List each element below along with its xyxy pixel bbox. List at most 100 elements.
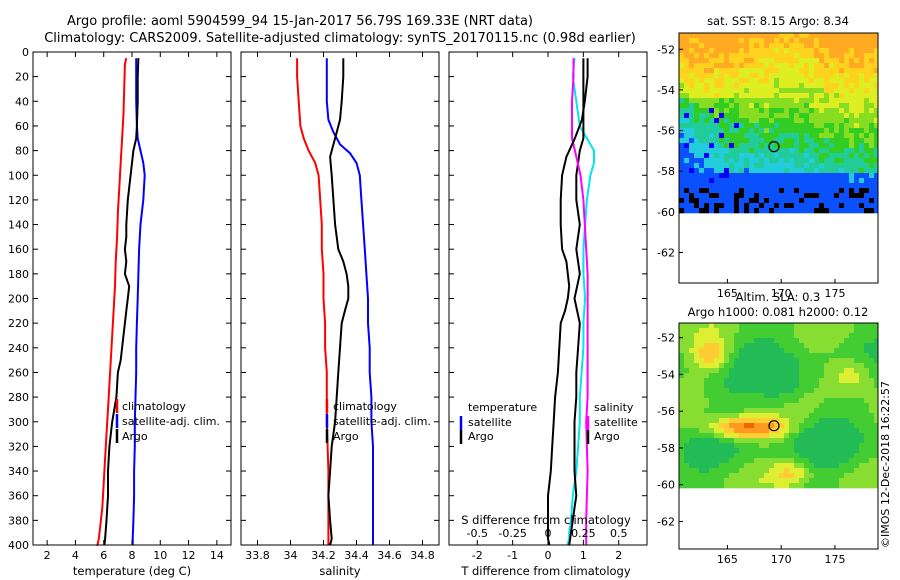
heatmap-cell <box>699 418 705 424</box>
heatmap-cell <box>869 48 875 54</box>
heatmap-cell <box>694 143 700 149</box>
heatmap-cell <box>759 383 765 389</box>
heatmap-cell <box>714 443 720 449</box>
heatmap-cell <box>729 338 735 344</box>
heatmap-cell <box>774 423 780 429</box>
heatmap-cell <box>829 88 835 94</box>
heatmap-cell <box>709 38 715 44</box>
heatmap-cell <box>864 443 870 449</box>
heatmap-cell <box>839 198 845 204</box>
heatmap-cell <box>734 78 740 84</box>
heatmap-cell <box>844 478 850 484</box>
heatmap-cell <box>764 433 770 439</box>
heatmap-cell <box>854 183 860 189</box>
heatmap-cell <box>764 33 770 39</box>
heatmap-cell <box>769 403 775 409</box>
heatmap-cell <box>869 378 875 384</box>
heatmap-cell <box>754 173 760 179</box>
heatmap-cell <box>754 53 760 59</box>
heatmap-cell <box>774 123 780 129</box>
heatmap-cell <box>689 473 695 479</box>
heatmap-cell <box>869 453 875 459</box>
heatmap-cell <box>704 333 710 339</box>
heatmap-cell <box>694 478 700 484</box>
heatmap-cell <box>714 368 720 374</box>
heatmap-cell <box>739 328 745 334</box>
heatmap-cell <box>794 378 800 384</box>
heatmap-cell <box>829 423 835 429</box>
heatmap-cell <box>804 428 810 434</box>
heatmap-cell <box>829 168 835 174</box>
heatmap-cell <box>804 118 810 124</box>
heatmap-cell <box>739 343 745 349</box>
heatmap-cell <box>759 453 765 459</box>
heatmap-cell <box>814 428 820 434</box>
heatmap-cell <box>789 403 795 409</box>
heatmap-cell <box>839 143 845 149</box>
heatmap-cell <box>709 93 715 99</box>
heatmap-cell <box>729 378 735 384</box>
heatmap-cell <box>814 83 820 89</box>
heatmap-cell <box>854 323 860 329</box>
heatmap-cell <box>794 88 800 94</box>
heatmap-cell <box>809 48 815 54</box>
heatmap-cell <box>799 198 805 204</box>
heatmap-cell <box>679 158 685 164</box>
heatmap-cell <box>749 463 755 469</box>
heatmap-cell <box>844 88 850 94</box>
heatmap-cell <box>709 78 715 84</box>
heatmap-cell <box>799 463 805 469</box>
heatmap-cell <box>754 398 760 404</box>
heatmap-cell <box>824 68 830 74</box>
heatmap-cell <box>839 448 845 454</box>
heatmap-cell <box>779 468 785 474</box>
heatmap-cell <box>689 108 695 114</box>
heatmap-cell <box>839 438 845 444</box>
heatmap-cell <box>719 53 725 59</box>
heatmap-cell <box>819 148 825 154</box>
heatmap-cell <box>724 403 730 409</box>
heatmap-cell <box>699 453 705 459</box>
heatmap-cell <box>869 73 875 79</box>
heatmap-cell <box>834 428 840 434</box>
heatmap-cell <box>734 458 740 464</box>
heatmap-cell <box>749 123 755 129</box>
heatmap-cell <box>754 188 760 194</box>
heatmap-cell <box>734 408 740 414</box>
heatmap-cell <box>699 93 705 99</box>
heatmap-cell <box>679 133 685 139</box>
heatmap-cell <box>719 88 725 94</box>
heatmap-cell <box>819 403 825 409</box>
heatmap-cell <box>754 413 760 419</box>
heatmap-cell <box>729 418 735 424</box>
heatmap-cell <box>779 138 785 144</box>
difference-axes-frame <box>448 51 648 546</box>
heatmap-cell <box>799 83 805 89</box>
heatmap-cell <box>869 418 875 424</box>
heatmap-cell <box>834 458 840 464</box>
heatmap-cell <box>864 153 870 159</box>
heatmap-cell <box>779 43 785 49</box>
heatmap-cell <box>839 328 845 334</box>
heatmap-cell <box>769 458 775 464</box>
heatmap-cell <box>864 413 870 419</box>
heatmap-cell <box>694 208 700 214</box>
heatmap-cell <box>724 433 730 439</box>
heatmap-cell <box>764 398 770 404</box>
heatmap-cell <box>699 403 705 409</box>
heatmap-cell <box>864 33 870 39</box>
heatmap-cell <box>689 418 695 424</box>
heatmap-cell <box>729 58 735 64</box>
heatmap-cell <box>859 108 865 114</box>
heatmap-cell <box>754 38 760 44</box>
heatmap-cell <box>749 33 755 39</box>
map-y-tick-label: -56 <box>657 125 675 138</box>
heatmap-cell <box>839 98 845 104</box>
heatmap-cell <box>829 348 835 354</box>
heatmap-cell <box>779 348 785 354</box>
heatmap-cell <box>784 158 790 164</box>
heatmap-cell <box>729 388 735 394</box>
heatmap-cell <box>834 183 840 189</box>
map-x-tick-label: 170 <box>771 287 792 300</box>
heatmap-cell <box>829 158 835 164</box>
